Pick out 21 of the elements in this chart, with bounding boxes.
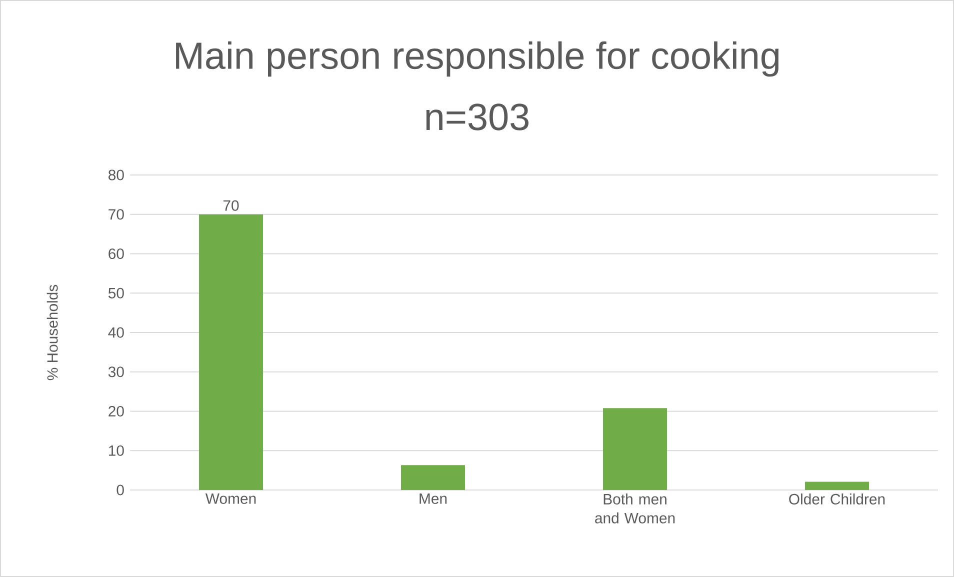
x-tick-label: Both men and Women: [595, 494, 675, 524]
y-tick-label: 40: [108, 327, 124, 338]
x-tick-label: Older Children: [789, 494, 885, 504]
y-tick-label: 10: [109, 445, 124, 456]
data-label: 70: [223, 200, 239, 211]
bar: [805, 482, 870, 490]
bar: [401, 465, 466, 490]
y-tick-label: 80: [108, 170, 124, 180]
chart-title: Main person responsible for cooking: [176, 41, 779, 77]
chart-subtitle: n=303: [426, 104, 528, 130]
bar: [199, 214, 264, 490]
y-axis-title: % Households: [46, 284, 58, 380]
y-tick-label: 0: [116, 484, 124, 496]
y-tick-label: 70: [108, 209, 124, 220]
y-tick-label: 20: [108, 406, 124, 417]
y-tick-label: 60: [108, 248, 124, 260]
y-tick-label: 30: [108, 366, 124, 378]
y-tick-label: 50: [108, 288, 124, 298]
x-tick-label: Women: [205, 494, 256, 504]
bar: [603, 408, 668, 490]
x-tick-label: Men: [420, 494, 447, 504]
